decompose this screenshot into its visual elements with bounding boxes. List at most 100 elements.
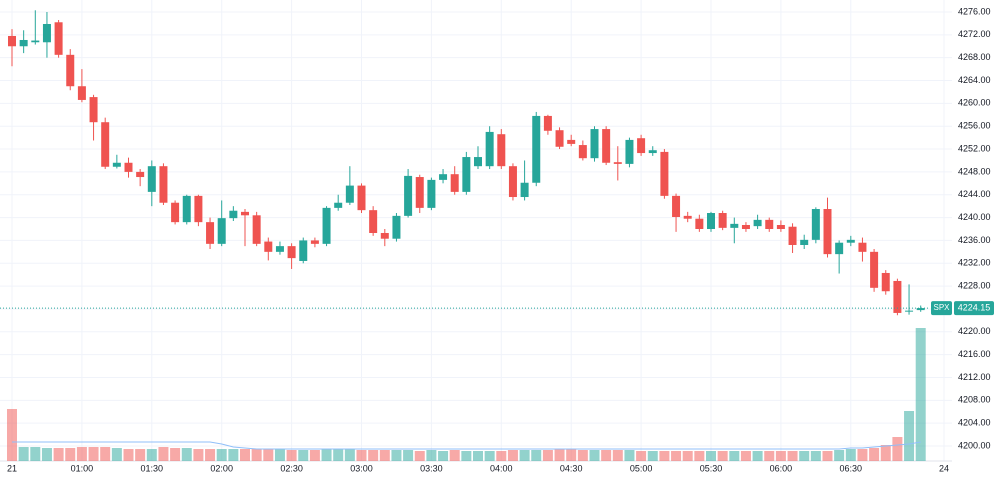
candle-body <box>613 162 622 164</box>
candle-body <box>567 139 576 144</box>
x-tick-label: 03:00 <box>350 463 373 473</box>
candle-body <box>112 162 121 167</box>
volume-bar <box>810 451 821 461</box>
volume-bar <box>461 451 472 461</box>
volume-bar <box>554 449 565 461</box>
volume-bar <box>740 451 751 461</box>
x-tick-label: 04:00 <box>490 463 513 473</box>
x-tick-label: 01:00 <box>71 463 94 473</box>
candle-body <box>870 251 879 288</box>
x-tick-label: 02:00 <box>210 463 233 473</box>
volume-bar <box>205 449 216 461</box>
candle-body <box>217 218 226 244</box>
x-tick-label: 21 <box>7 463 17 473</box>
y-tick-label: 4216.00 <box>958 349 991 359</box>
volume-bar <box>181 448 192 461</box>
candle-body <box>543 115 552 131</box>
volume-bar <box>671 451 682 461</box>
candle-body <box>392 215 401 239</box>
volume-bar <box>100 447 111 461</box>
volume-bar <box>18 447 29 461</box>
volume-bar <box>135 449 146 461</box>
candle-body <box>532 115 541 183</box>
candle-body <box>660 151 669 196</box>
candle-body <box>357 185 366 211</box>
volume-bar <box>438 451 449 461</box>
price-box <box>954 301 994 316</box>
candle-body <box>159 166 168 203</box>
candle-body <box>252 215 261 244</box>
candle-body <box>741 225 750 229</box>
candle-body <box>602 129 611 163</box>
candle-body <box>171 202 180 223</box>
y-tick-label: 4204.00 <box>958 418 991 428</box>
volume-bar <box>403 450 414 461</box>
volume-bar <box>216 449 227 461</box>
candle-body <box>241 211 249 216</box>
candle-body <box>275 246 284 252</box>
volume-bar <box>904 411 915 461</box>
x-tick-label: 06:30 <box>840 463 863 473</box>
y-tick-label: 4200.00 <box>958 440 991 450</box>
volume-bar <box>706 451 716 461</box>
y-tick-label: 4256.00 <box>958 121 991 131</box>
volume-bar <box>414 451 425 461</box>
volume-bar <box>787 451 798 461</box>
x-tick-label: 05:00 <box>630 463 653 473</box>
volume-bar <box>344 449 355 461</box>
x-tick-label: 24 <box>939 463 949 473</box>
y-tick-label: 4228.00 <box>958 280 991 290</box>
volume-bar <box>228 449 239 461</box>
candle-body <box>450 174 459 192</box>
y-tick-label: 4208.00 <box>958 395 991 405</box>
candle-body <box>683 215 692 219</box>
volume-bar <box>822 451 833 461</box>
volume-bar <box>601 450 612 461</box>
candle-body <box>707 213 715 229</box>
volume-bar <box>286 450 297 461</box>
volume-ma-line <box>12 441 921 450</box>
volume-bar <box>65 448 76 461</box>
candle-body <box>462 157 471 192</box>
candle-body <box>590 129 599 159</box>
volume-bar <box>321 449 332 461</box>
candle-body <box>905 310 914 312</box>
volume-bar <box>111 448 122 461</box>
y-tick-label: 4276.00 <box>958 6 991 16</box>
volume-bar <box>496 451 507 461</box>
candle-body <box>229 210 238 219</box>
volume-bar <box>647 451 658 461</box>
volume-bar <box>507 450 518 461</box>
candle-body <box>194 195 203 223</box>
candle-body <box>765 219 774 229</box>
volume-bar <box>449 450 460 461</box>
candle-body <box>858 242 867 252</box>
candle-body <box>835 242 844 255</box>
candle-body <box>42 23 51 43</box>
volume-bar <box>612 450 623 461</box>
candle-body <box>637 138 646 154</box>
volume-bar <box>298 450 309 461</box>
candle-body <box>811 209 820 240</box>
y-tick-label: 4260.00 <box>958 98 991 108</box>
candle-body <box>916 308 925 311</box>
last-price-label: 4224.15 <box>958 302 991 312</box>
candle-body <box>427 179 436 208</box>
volume-bar <box>834 450 845 461</box>
y-tick-label: 4220.00 <box>958 326 991 336</box>
volume-bar <box>577 450 588 461</box>
candle-body <box>497 134 506 167</box>
x-tick-label: 02:30 <box>280 463 303 473</box>
volume-bar <box>869 448 880 461</box>
volume-bar <box>193 449 204 461</box>
candle-body <box>310 240 319 244</box>
volume-bar <box>880 445 891 461</box>
candle-body <box>893 280 902 313</box>
volume-bar <box>158 447 169 461</box>
x-tick-label: 06:00 <box>770 463 793 473</box>
volume-bar <box>845 449 856 461</box>
volume-bar <box>7 409 17 461</box>
candle-body <box>147 166 156 192</box>
volume-bar <box>624 450 635 461</box>
candle-body <box>299 240 308 261</box>
